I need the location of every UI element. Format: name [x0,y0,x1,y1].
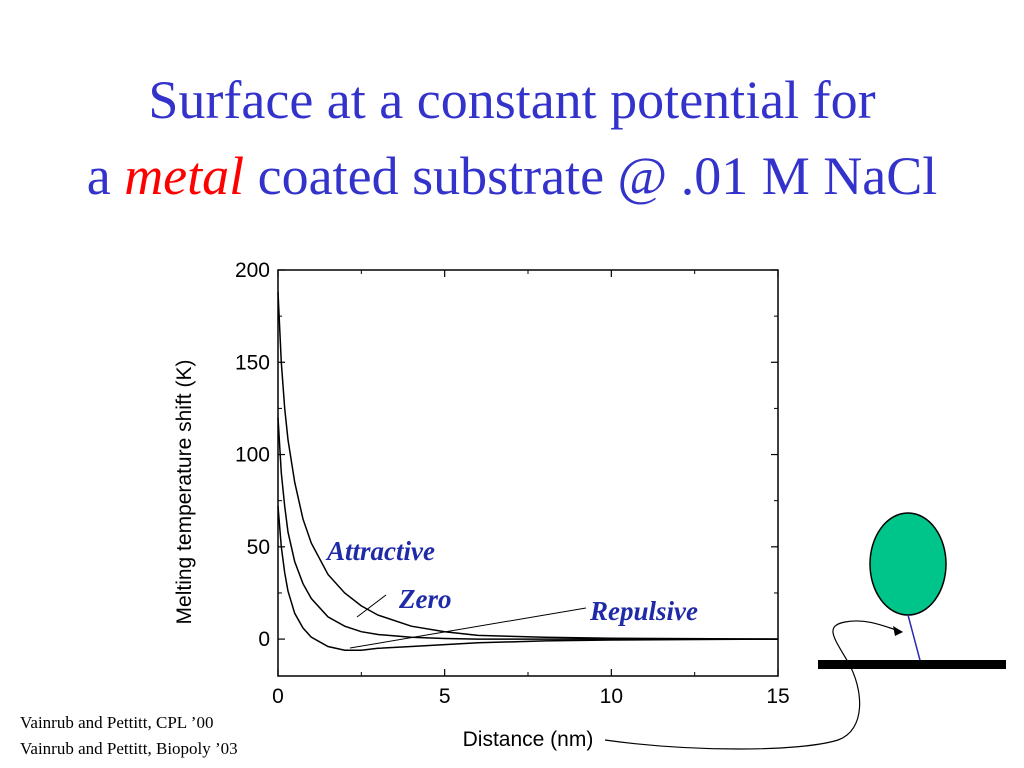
x-tick-label: 0 [272,685,284,708]
molecule-bead [869,512,947,616]
leader-zero [356,594,387,618]
annotation-repulsive: Repulsive [589,596,698,626]
title-line-2-suffix: coated substrate @ .01 M NaCl [244,146,938,206]
annotation-attractive: Attractive [325,536,435,566]
arrowhead-icon [893,626,903,636]
x-tick-label: 15 [766,685,789,708]
y-tick-label: 150 [235,351,270,374]
label-leader-lines [349,594,587,649]
y-axis-ticks: 0 50 100 150 200 [235,259,778,651]
title-line-2: a metal coated substrate @ .01 M NaCl [0,138,1024,214]
citations: Vainrub and Pettitt, CPL ’00 Vainrub and… [20,710,238,762]
citation-2: Vainrub and Pettitt, Biopoly ’03 [20,739,238,758]
y-axis-title: Melting temperature shift (K) [173,360,196,625]
x-tick-label: 10 [600,685,623,708]
y-tick-label: 0 [258,628,270,651]
plot-frame [277,269,779,677]
leader-repulsive [349,607,587,649]
x-axis-title: Distance (nm) [463,728,594,751]
annotation-zero: Zero [398,584,451,614]
title-line-1: Surface at a constant potential for [148,70,876,130]
citation-1: Vainrub and Pettitt, CPL ’00 [20,713,214,732]
x-tick-label: 5 [439,685,451,708]
title-line-2-prefix: a [86,146,125,206]
substrate-surface [818,660,1006,669]
series-layer [277,292,779,651]
y-tick-label: 200 [235,259,270,282]
tether-linker [907,614,922,665]
series-line-zero [277,417,778,640]
title-emphasis-metal: metal [124,146,245,206]
y-tick-label: 100 [235,444,270,467]
x-axis-ticks: 0 5 10 15 [272,270,790,708]
slide-title: Surface at a constant potential for a me… [0,62,1024,214]
y-tick-label: 50 [247,536,270,559]
series-line-attractive [277,292,779,640]
series-line-repulsive [277,506,779,651]
connector-arrow [604,620,903,750]
